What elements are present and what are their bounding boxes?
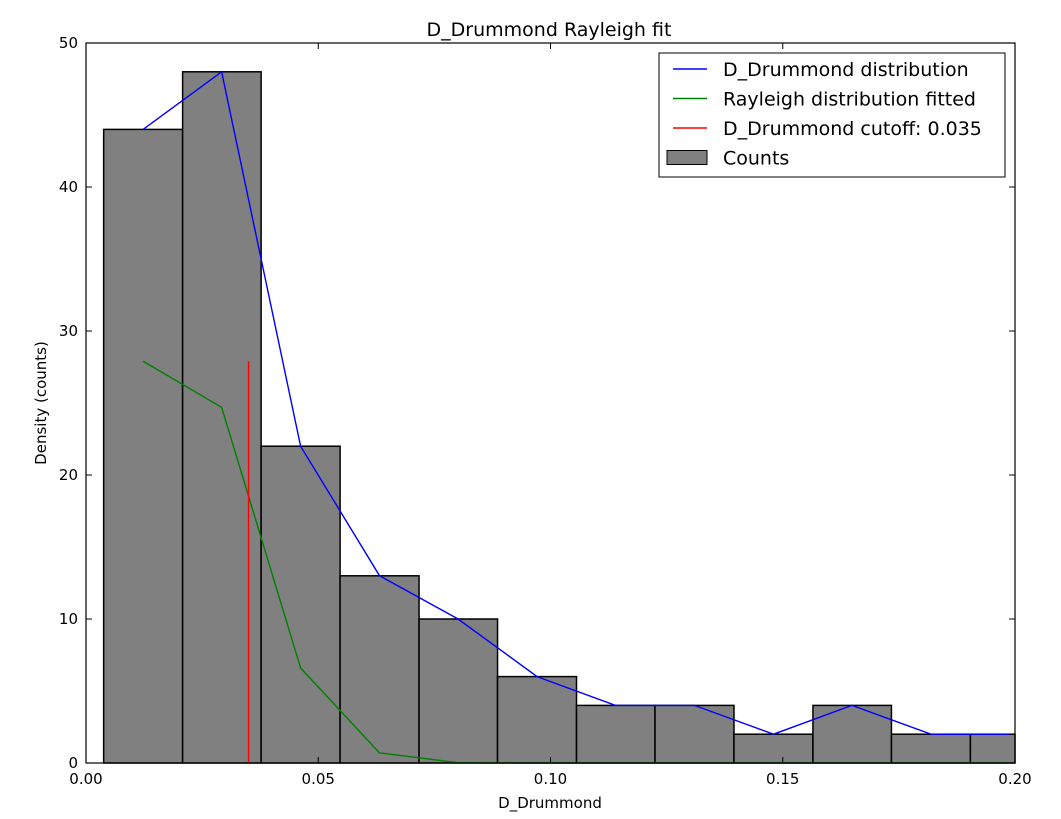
y-tick-label-5: 50 xyxy=(59,34,78,52)
y-tick-label-3: 30 xyxy=(59,322,78,340)
histogram-bar-6 xyxy=(575,704,656,764)
histogram-bar-10 xyxy=(890,733,972,764)
y-axis-label: Density (counts) xyxy=(32,341,50,465)
histogram-bar-11 xyxy=(969,733,1016,764)
legend: D_Drummond distribution Rayleigh distribu… xyxy=(658,52,1006,178)
histogram-bar-1 xyxy=(181,71,262,764)
ticks-group: 0.00 0.05 0.10 0.15 0.20 0 10 20 30 40 50 xyxy=(59,34,1032,788)
histogram-bar-7 xyxy=(654,704,735,764)
y-tick-label-1: 10 xyxy=(59,610,78,628)
histogram-bar-0 xyxy=(102,128,184,764)
x-tick-label-0: 0.00 xyxy=(69,770,102,788)
legend-swatch-3 xyxy=(666,150,708,165)
legend-box xyxy=(658,52,1006,178)
x-tick-label-3: 0.15 xyxy=(766,770,799,788)
legend-label-0: D_Drummond distribution xyxy=(723,59,969,81)
histogram-bar-9 xyxy=(812,704,893,764)
series-line-0 xyxy=(142,70,1010,735)
legend-label-1: Rayleigh distribution fitted xyxy=(723,89,976,111)
histogram-bar-8 xyxy=(733,733,814,764)
y-tick-label-2: 20 xyxy=(59,466,78,484)
x-axis-label: D_Drummond xyxy=(498,794,602,813)
x-tick-label-2: 0.10 xyxy=(534,770,567,788)
y-tick-label-0: 0 xyxy=(68,754,78,772)
legend-label-3: Counts xyxy=(723,148,789,170)
legend-label-2: D_Drummond cutoff: 0.035 xyxy=(723,118,982,140)
y-tick-label-4: 40 xyxy=(59,178,78,196)
x-tick-label-4: 0.20 xyxy=(998,770,1031,788)
histogram-bar-3 xyxy=(339,575,420,764)
histogram-bar-4 xyxy=(418,618,499,764)
histogram-bar-5 xyxy=(496,675,578,764)
chart-title: D_Drummond Rayleigh fit xyxy=(427,19,672,41)
x-tick-label-1: 0.05 xyxy=(302,770,335,788)
histogram-bar-2 xyxy=(260,445,341,764)
